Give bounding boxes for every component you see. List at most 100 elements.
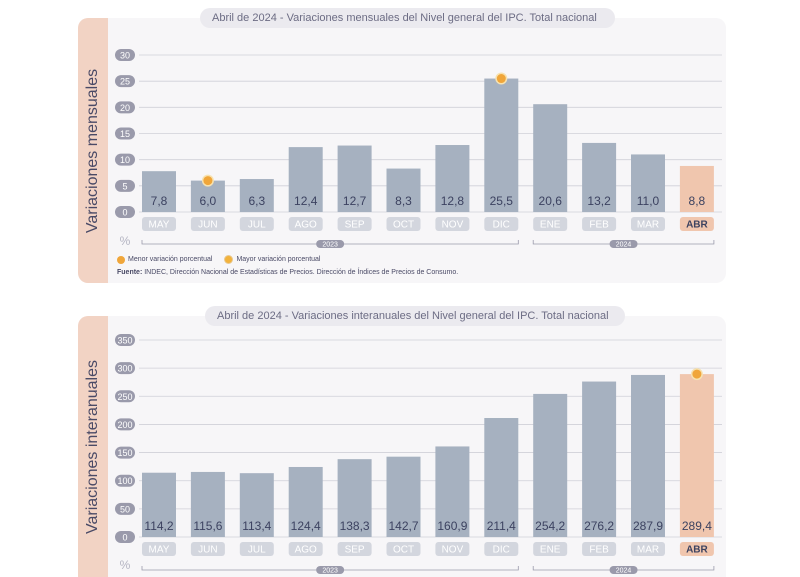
bar: [142, 171, 176, 212]
bar: [582, 142, 617, 212]
year-pill: [609, 566, 638, 574]
x-tick-label: AGO: [295, 545, 317, 556]
bar: [631, 374, 665, 537]
source-label: Fuente:: [117, 269, 143, 276]
bar: [337, 145, 372, 212]
x-tick-label: ENE: [540, 545, 561, 556]
bar-value-label: 287,9: [633, 519, 663, 533]
marker-dot: [496, 74, 506, 84]
x-tick-label: ABR: [686, 220, 708, 231]
category-pill: [239, 542, 274, 556]
bar-value-label: 12,7: [343, 194, 367, 208]
bar: [484, 418, 519, 537]
bar-value-label: 12,8: [441, 194, 465, 208]
bar-value-label: 25,5: [490, 194, 514, 208]
bar-value-label: 160,9: [437, 519, 467, 533]
y-tick-pill: [115, 75, 135, 88]
x-tick-label: MAR: [637, 220, 659, 231]
category-pill: [190, 542, 225, 556]
side-band: Variaciones interanuales: [78, 316, 108, 577]
bar: [435, 446, 470, 537]
y-tick-label: 20: [120, 103, 130, 113]
category-pill: [142, 542, 176, 556]
unit-label: %: [120, 558, 131, 572]
bar: [679, 165, 714, 212]
x-tick-label: SEP: [345, 545, 365, 556]
bar-value-label: 276,2: [584, 519, 614, 533]
bar: [288, 147, 323, 212]
bar-value-label: 8,3: [395, 194, 412, 208]
y-tick-label: 5: [122, 181, 127, 191]
x-tick-label: DIC: [493, 220, 510, 231]
bar: [582, 381, 617, 537]
bar: [386, 168, 421, 212]
bar-value-label: 12,4: [294, 194, 318, 208]
bar: [142, 472, 176, 537]
y-tick-label: 200: [117, 420, 132, 430]
y-tick-pill: [115, 49, 135, 61]
bar: [288, 466, 323, 537]
bar-value-label: 6,0: [200, 194, 217, 208]
y-tick-label: 150: [117, 448, 132, 458]
x-tick-label: MAR: [637, 545, 659, 556]
bar-value-label: 11,0: [637, 194, 660, 208]
year-pill: [609, 240, 638, 248]
year-label: 2023: [322, 568, 338, 575]
y-tick-label: 10: [120, 155, 130, 165]
y-tick-pill: [115, 153, 135, 166]
side-band: Variaciones mensuales: [78, 18, 108, 283]
bar: [190, 471, 225, 537]
category-pill: [386, 217, 421, 231]
bar: [631, 154, 665, 212]
category-pill: [582, 217, 617, 231]
bar-value-label: 211,4: [487, 519, 516, 533]
y-tick-pill: [115, 390, 135, 403]
category-pill: [582, 542, 617, 556]
y-tick-pill: [115, 362, 135, 375]
bar-value-label: 115,6: [193, 519, 222, 533]
x-tick-label: JUL: [248, 220, 266, 231]
chart-title: Abril de 2024 - Variaciones interanuales…: [205, 306, 625, 326]
min-marker-icon: [117, 255, 125, 264]
y-tick-label: 50: [120, 504, 130, 514]
marker-dot: [692, 369, 702, 379]
y-tick-label: 300: [117, 364, 132, 374]
x-tick-label: JUN: [198, 220, 217, 231]
source-text: INDEC, Dirección Nacional de Estadística…: [144, 269, 459, 276]
legend-item-max: Mayor variación porcentual: [224, 255, 320, 264]
y-tick-pill: [115, 418, 135, 431]
source-note: Fuente: INDEC, Dirección Nacional de Est…: [117, 269, 458, 276]
unit-label: %: [120, 234, 131, 248]
bar: [386, 456, 421, 537]
bar-value-label: 289,4: [682, 519, 712, 533]
bar: [533, 393, 568, 537]
y-tick-pill: [115, 206, 135, 218]
max-marker-icon: [224, 255, 234, 264]
category-pill: [435, 217, 470, 231]
legend-item-min: Menor variación porcentual: [117, 255, 212, 264]
x-tick-label: OCT: [393, 220, 414, 231]
legend: Menor variación porcentual Mayor variaci…: [117, 255, 320, 264]
category-pill: [533, 542, 568, 556]
y-tick-pill: [115, 531, 135, 543]
y-tick-label: 250: [117, 392, 132, 402]
y-tick-pill: [115, 334, 135, 346]
y-tick-label: 15: [120, 129, 130, 139]
bar: [435, 145, 470, 212]
y-tick-label: 0: [122, 533, 127, 543]
y-tick-pill: [115, 446, 135, 459]
bar-value-label: 20,6: [539, 194, 563, 208]
x-tick-label: JUL: [248, 545, 266, 556]
category-pill: [631, 217, 665, 231]
category-pill: [631, 542, 665, 556]
category-pill: [337, 542, 372, 556]
x-tick-label: JUN: [198, 545, 217, 556]
y-tick-pill: [115, 179, 135, 192]
bar: [239, 473, 274, 537]
x-tick-label: FEB: [589, 545, 609, 556]
x-tick-label: FEB: [589, 220, 609, 231]
x-tick-label: NOV: [442, 545, 464, 556]
category-pill: [484, 217, 519, 231]
category-pill: [190, 217, 225, 231]
